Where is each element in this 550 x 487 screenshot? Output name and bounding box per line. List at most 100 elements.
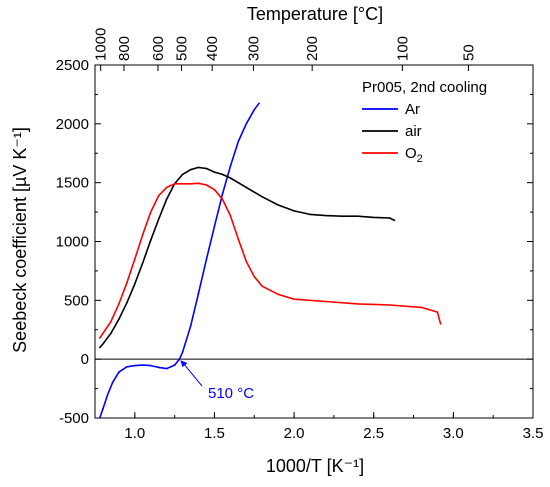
data-point-ar xyxy=(111,381,114,384)
top-tick-label: 300 xyxy=(245,36,262,61)
x-tick-label: 3.5 xyxy=(523,425,544,442)
data-point-air xyxy=(110,332,112,335)
data-point-ar xyxy=(98,417,101,419)
y-tick-label: 0 xyxy=(81,351,89,368)
data-point-air xyxy=(325,214,327,217)
data-point-air xyxy=(189,168,192,171)
legend-title: Pr005, 2nd cooling xyxy=(362,79,487,96)
y-tick-label: 500 xyxy=(64,292,89,309)
x-tick-label: 2.0 xyxy=(284,425,305,442)
data-point-ar xyxy=(134,364,136,367)
data-point-air xyxy=(393,219,396,222)
x-tick-label: 1.5 xyxy=(204,425,225,442)
top-tick-label: 200 xyxy=(304,36,321,61)
data-point-air xyxy=(261,195,264,198)
data-point-o2 xyxy=(388,304,391,306)
data-point-air xyxy=(341,215,343,218)
data-point-ar xyxy=(178,358,181,360)
data-point-ar xyxy=(141,364,144,366)
legend-label: air xyxy=(405,123,422,140)
data-point-air xyxy=(134,283,136,285)
series-line-o2 xyxy=(99,182,442,339)
x-axis-title: 1000/T [K⁻¹] xyxy=(266,456,364,476)
data-point-o2 xyxy=(102,332,104,335)
annotation-arrowhead xyxy=(180,360,188,368)
data-point-air xyxy=(98,346,101,349)
data-point-o2 xyxy=(277,293,279,296)
data-point-o2 xyxy=(110,320,112,323)
data-point-o2 xyxy=(165,186,168,189)
data-point-o2 xyxy=(134,258,136,260)
data-point-o2 xyxy=(293,298,295,300)
data-point-ar xyxy=(237,140,240,143)
data-point-ar xyxy=(118,371,120,373)
data-point-air xyxy=(309,213,311,216)
data-point-air xyxy=(126,301,128,304)
top-tick-label: 100 xyxy=(394,36,411,61)
data-point-ar xyxy=(197,292,200,295)
data-point-air xyxy=(149,239,152,242)
data-point-air xyxy=(213,171,216,173)
data-point-ar xyxy=(181,351,184,353)
plot-frame-group xyxy=(94,64,534,419)
data-point-air xyxy=(118,318,120,320)
data-point-o2 xyxy=(205,184,208,186)
legend-label: O xyxy=(405,145,417,162)
legend-entry-air: air xyxy=(405,123,422,140)
data-point-o2 xyxy=(245,260,248,263)
data-point-air xyxy=(157,218,160,220)
legend-label: Ar xyxy=(405,101,420,118)
legend: Pr005, 2nd cooling Ar air O2 xyxy=(362,79,487,165)
data-point-o2 xyxy=(436,311,439,313)
legend-label-subscript: 2 xyxy=(417,153,423,165)
top-tick-label: 50 xyxy=(460,44,477,61)
legend-entry-o2: O2 xyxy=(405,145,423,165)
top-tick-label: 400 xyxy=(204,36,221,61)
data-point-ar xyxy=(157,366,160,369)
data-point-air xyxy=(205,167,208,170)
annotation-510c: 510 °C xyxy=(208,385,254,402)
x-tick-label: 2.5 xyxy=(363,425,384,442)
data-point-o2 xyxy=(439,323,442,325)
data-point-ar xyxy=(245,123,248,125)
y-tick-label: 1500 xyxy=(56,175,89,192)
data-point-o2 xyxy=(181,183,184,185)
data-point-air xyxy=(221,173,224,176)
x-tick-label: 1.0 xyxy=(124,425,145,442)
data-point-o2 xyxy=(213,188,216,191)
legend-entry-ar: Ar xyxy=(405,101,420,118)
data-point-o2 xyxy=(420,306,423,309)
data-point-ar xyxy=(126,366,128,368)
data-point-o2 xyxy=(197,182,200,185)
y-axis-title: Seebeck coefficient [µV K⁻¹] xyxy=(10,127,30,353)
data-point-ar xyxy=(253,108,256,111)
data-point-air xyxy=(141,261,144,264)
data-point-o2 xyxy=(357,303,359,305)
plot-frame xyxy=(94,64,534,419)
data-point-o2 xyxy=(157,194,160,197)
x-tick-label: 3.0 xyxy=(443,425,464,442)
data-point-ar xyxy=(221,193,224,196)
data-point-o2 xyxy=(189,183,192,185)
ticks-group: 1.0 1.5 2.0 2.5 3.0 3.5 -500 0 500 1000 1500 2000 2 5… xyxy=(56,28,544,442)
data-point-ar xyxy=(106,393,109,396)
data-point-o2 xyxy=(325,300,327,303)
data-point-ar xyxy=(189,325,192,328)
y-tick-label: -500 xyxy=(59,410,89,427)
data-point-o2 xyxy=(229,214,232,217)
data-point-air xyxy=(229,177,232,179)
y-tick-label: 1000 xyxy=(56,234,89,251)
y-tick-label: 2000 xyxy=(56,116,89,133)
data-point-air xyxy=(357,215,359,218)
series-group xyxy=(98,102,442,419)
top-axis-title: Temperature [°C] xyxy=(247,4,383,24)
data-point-air xyxy=(197,166,200,169)
data-point-air xyxy=(388,217,391,219)
top-tick-label: 500 xyxy=(174,36,191,61)
annotations: 510 °C xyxy=(180,360,254,402)
data-point-ar xyxy=(205,258,208,260)
data-point-air xyxy=(181,173,184,176)
data-point-ar xyxy=(213,225,216,228)
data-point-air xyxy=(293,210,295,212)
data-point-ar xyxy=(149,364,152,367)
